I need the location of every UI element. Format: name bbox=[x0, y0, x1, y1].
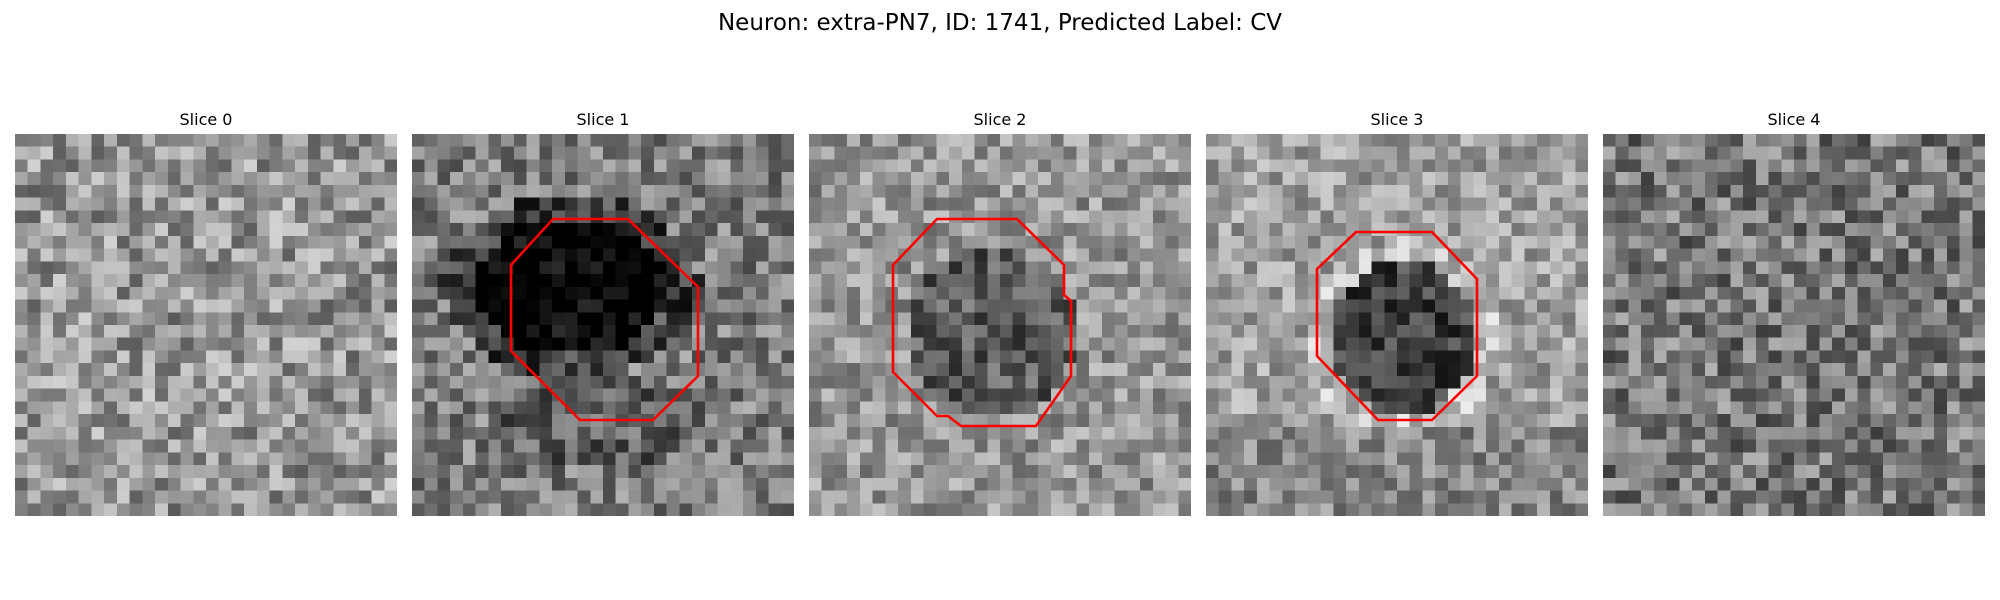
slice-panel-0: Slice 0 bbox=[15, 108, 397, 516]
contour-outline-1 bbox=[509, 217, 700, 422]
slice-panel-3: Slice 3 bbox=[1206, 108, 1588, 516]
slice-title-0: Slice 0 bbox=[179, 110, 233, 129]
slice-image-0 bbox=[15, 134, 397, 516]
slice-image-2 bbox=[809, 134, 1191, 516]
slice-title-1: Slice 1 bbox=[576, 110, 630, 129]
slice-title-3: Slice 3 bbox=[1370, 110, 1424, 129]
slice-panel-2: Slice 2 bbox=[809, 108, 1191, 516]
slice-image-3 bbox=[1206, 134, 1588, 516]
figure-title: Neuron: extra-PN7, ID: 1741, Predicted L… bbox=[717, 10, 1283, 36]
slice-title-4: Slice 4 bbox=[1767, 110, 1821, 129]
slice-panel-1: Slice 1 bbox=[412, 108, 794, 516]
slice-panel-4: Slice 4 bbox=[1603, 108, 1985, 516]
slice-image-1 bbox=[412, 134, 794, 516]
contour-outline-3 bbox=[1315, 230, 1479, 422]
contour-outline-2 bbox=[891, 217, 1073, 428]
slice-image-4 bbox=[1603, 134, 1985, 516]
slice-title-2: Slice 2 bbox=[973, 110, 1027, 129]
